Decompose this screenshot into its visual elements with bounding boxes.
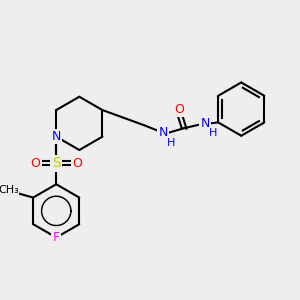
Text: S: S (52, 156, 61, 170)
Text: N: N (52, 130, 61, 143)
Text: F: F (53, 231, 60, 244)
Text: CH₃: CH₃ (0, 185, 19, 195)
Text: O: O (30, 157, 40, 170)
Text: H: H (167, 138, 176, 148)
Text: N: N (159, 126, 168, 140)
Text: O: O (175, 103, 184, 116)
Text: N: N (200, 117, 210, 130)
Text: O: O (72, 157, 82, 170)
Text: H: H (209, 128, 217, 138)
